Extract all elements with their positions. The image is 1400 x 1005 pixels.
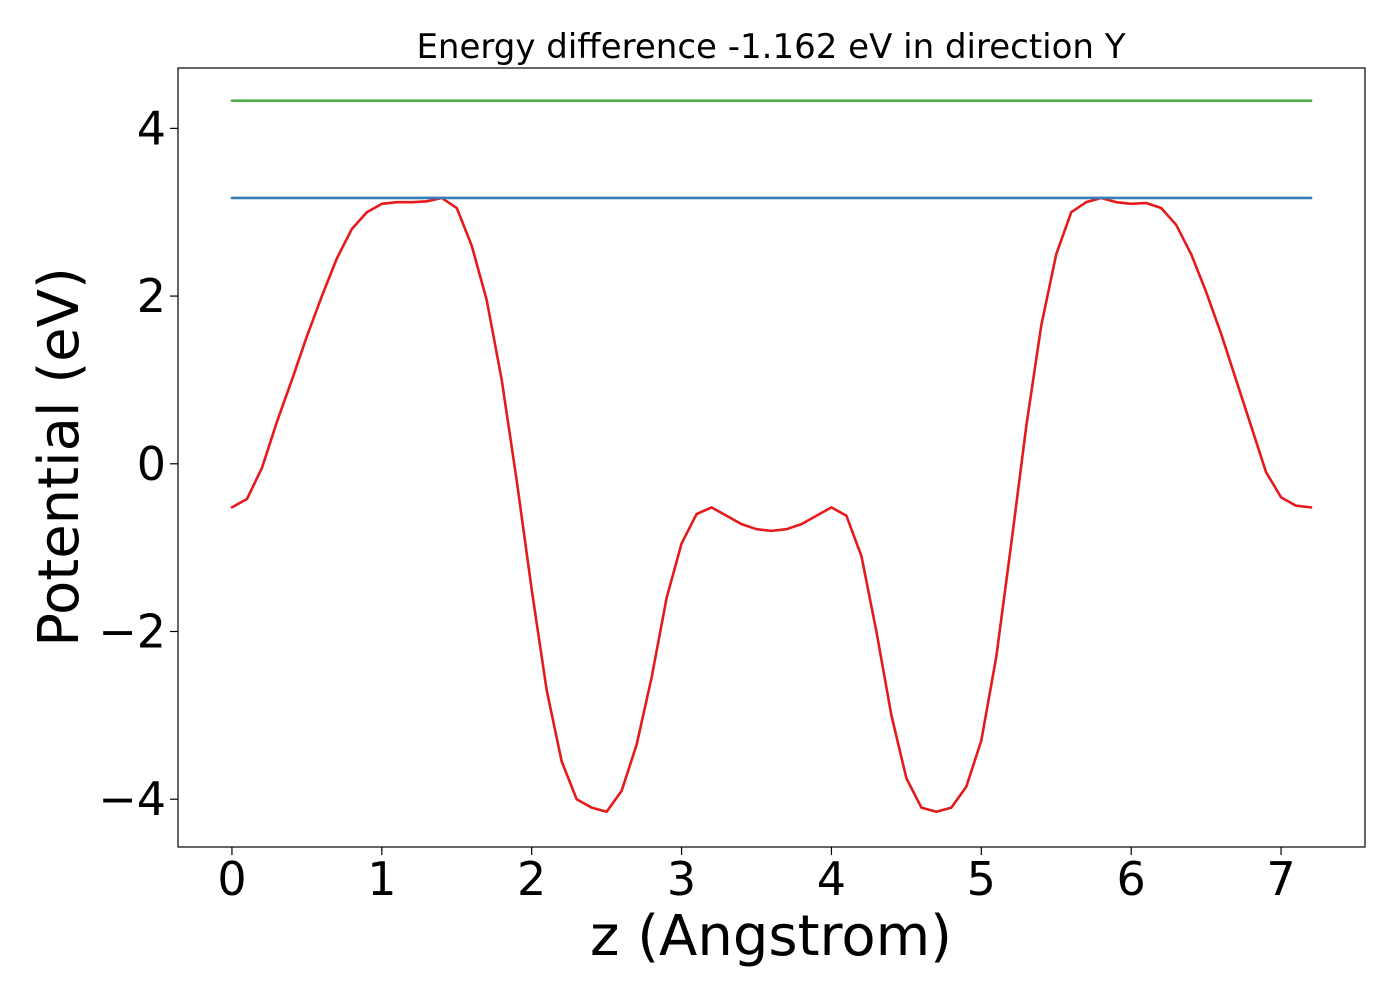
chart-title: Energy difference -1.162 eV in direction… [416,27,1125,67]
x-tick-label: 7 [1266,852,1295,906]
x-tick-label: 4 [817,852,846,906]
x-axis-label: z (Angstrom) [590,904,952,969]
x-tick-label: 0 [217,852,246,906]
x-tick-label: 2 [517,852,546,906]
x-tick-label: 6 [1117,852,1146,906]
y-tick-label: 0 [137,437,166,491]
y-tick-label: 4 [137,101,166,155]
x-axis: 0 1 2 3 4 5 6 7 [217,847,1296,906]
x-tick-label: 1 [367,852,396,906]
x-tick-label: 3 [667,852,696,906]
series-layer [230,99,1313,814]
plot-frame [177,67,1366,848]
y-axis: −4 −2 0 2 4 [98,101,178,826]
series-line-0 [230,196,1313,814]
y-tick-label: −4 [98,772,166,826]
x-tick-label: 5 [967,852,996,906]
y-tick-label: −2 [98,604,166,658]
y-axis-label: Potential (eV) [27,267,92,647]
y-tick-label: 2 [137,269,166,323]
